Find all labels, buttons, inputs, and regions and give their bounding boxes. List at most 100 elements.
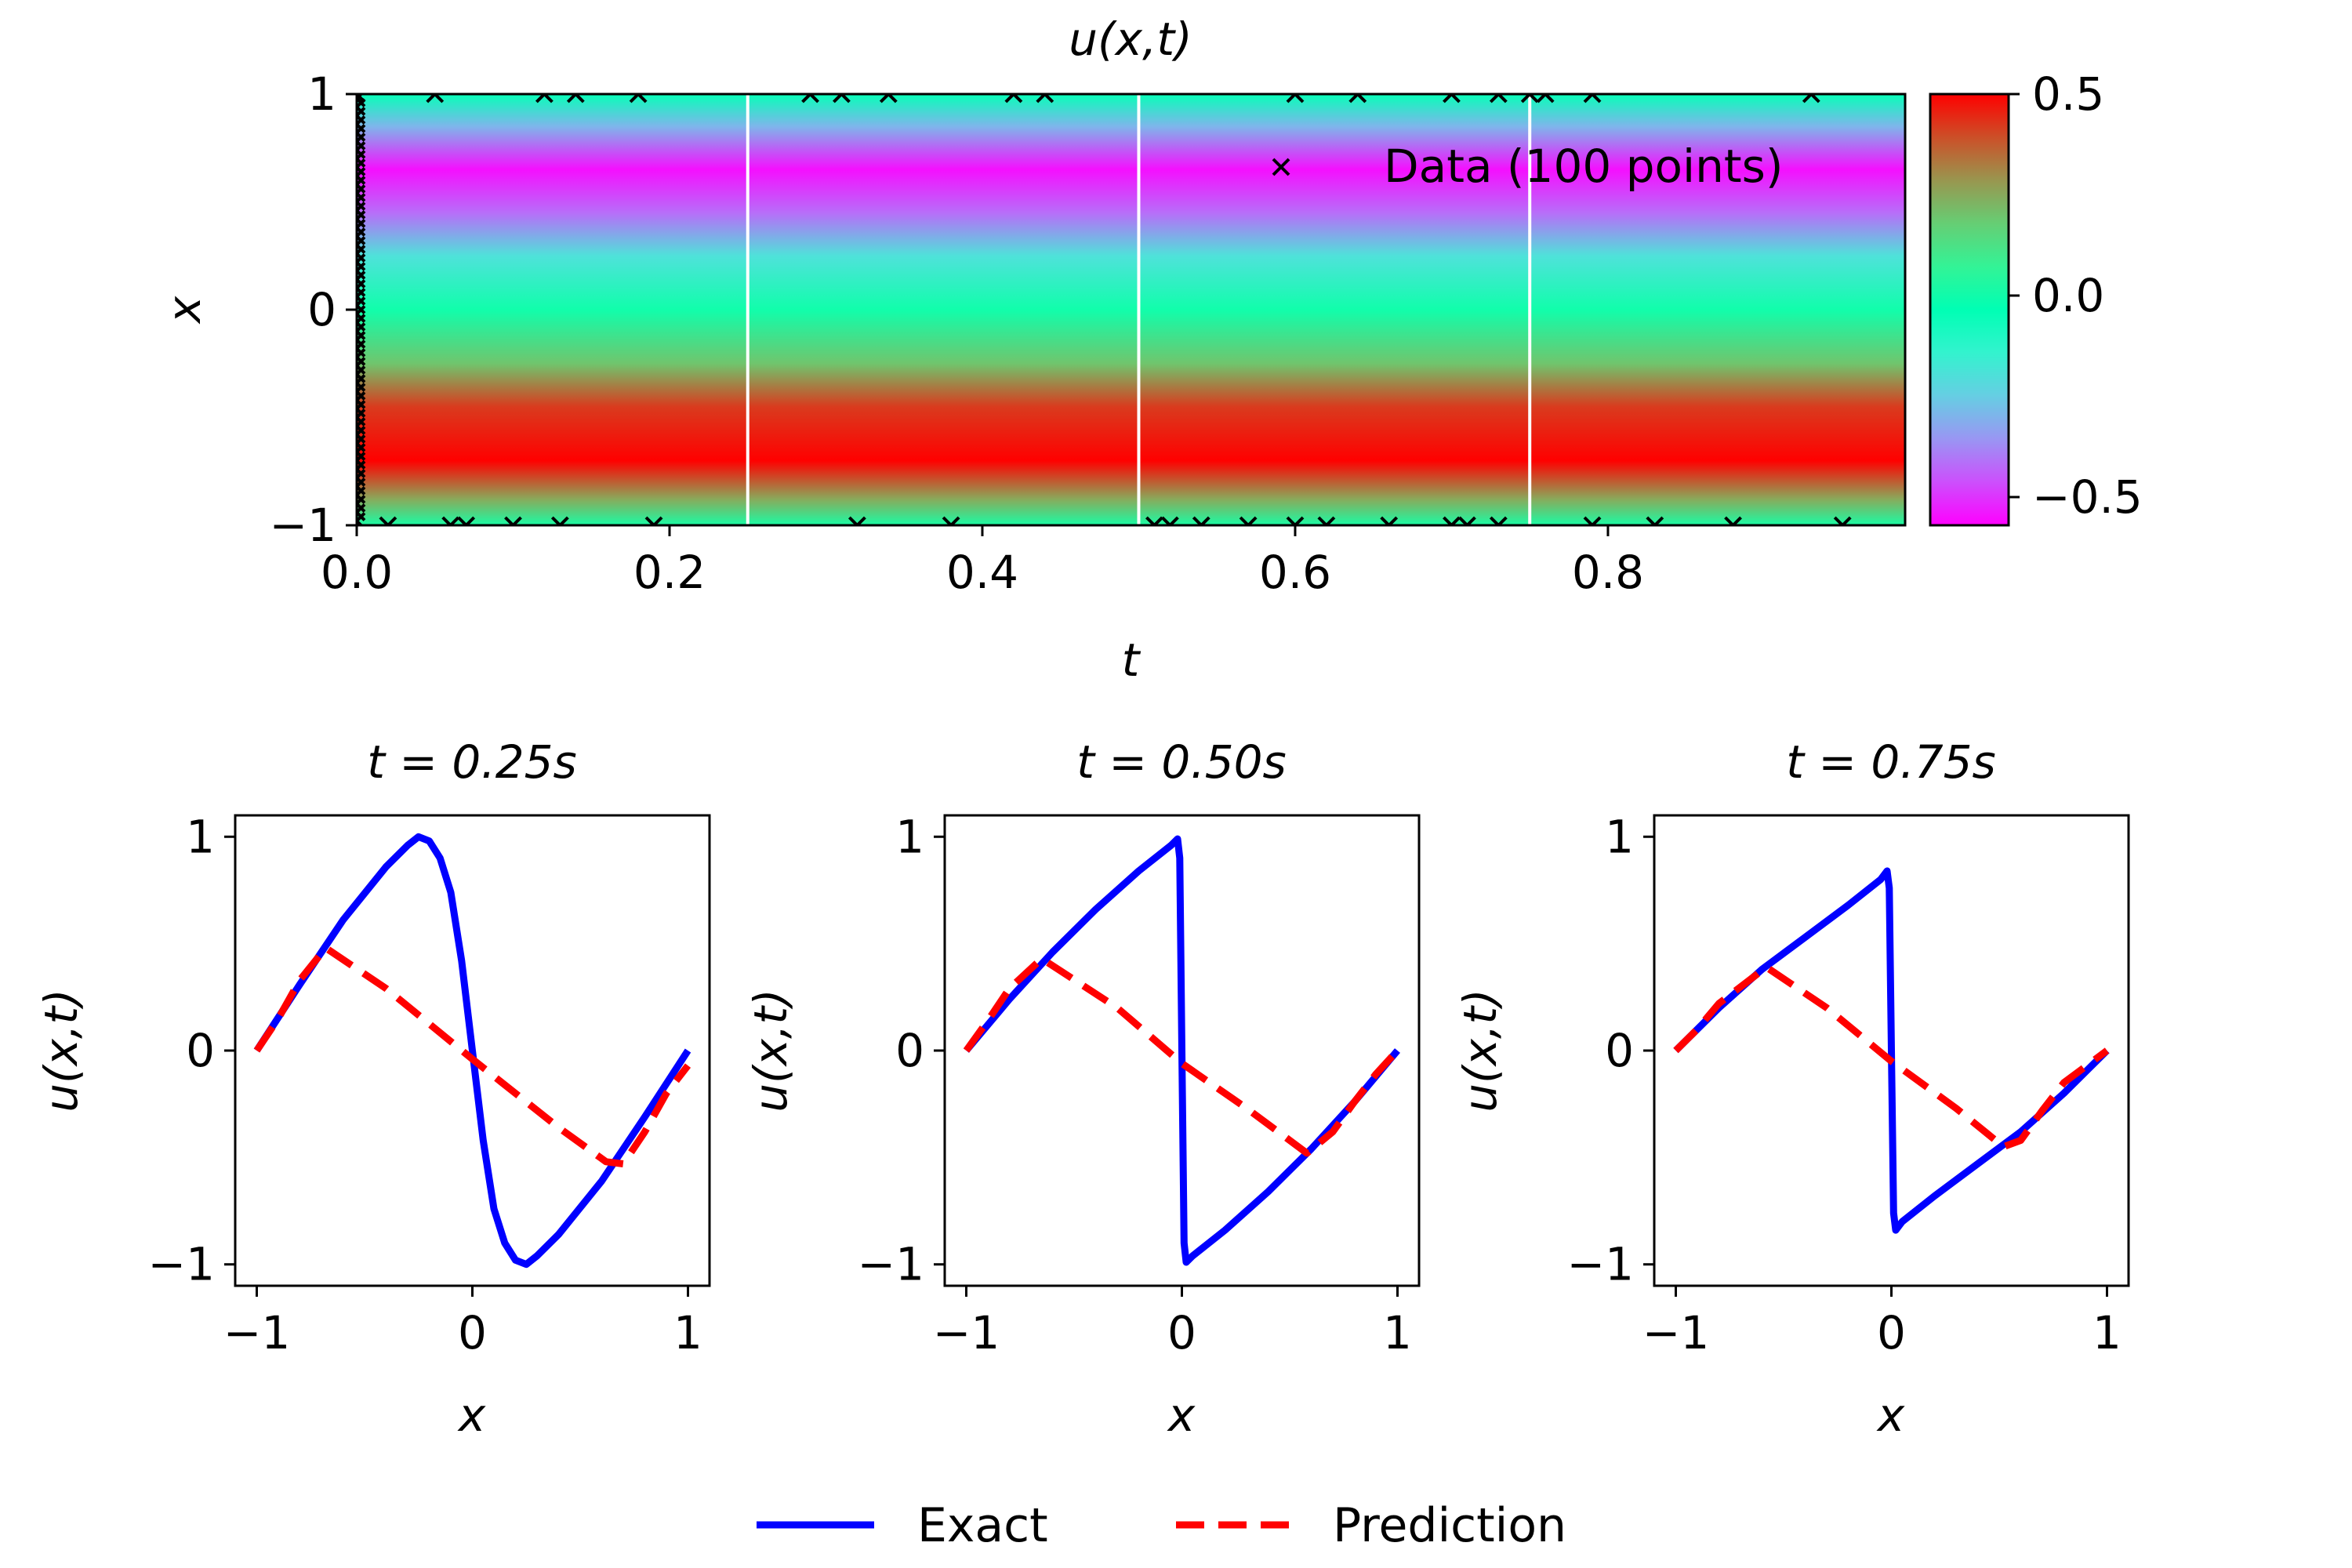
data-point xyxy=(1239,516,1258,525)
heatmap-y-ticks: −1 0 1 xyxy=(270,67,357,552)
data-point xyxy=(833,94,851,103)
series-prediction-line xyxy=(253,944,691,1167)
colorbar-tick-label: 0.5 xyxy=(2032,67,2104,121)
data-point xyxy=(1583,516,1602,525)
time-slice-lines xyxy=(746,94,1532,525)
data-points xyxy=(357,94,1852,525)
panel-3-y-label: u(x,t) xyxy=(1454,989,1507,1112)
y-tick-label: 1 xyxy=(895,810,924,863)
data-point xyxy=(942,516,960,525)
line-panel-2: t = 0.50s −1 0 1 −1 0 1 x u(x,t) xyxy=(744,735,1421,1442)
y-tick-label: 0 xyxy=(1605,1024,1634,1077)
y-tick-label: 1 xyxy=(307,67,336,121)
colorbar xyxy=(1929,93,2010,527)
x-tick-label: 1 xyxy=(1383,1306,1412,1359)
line-panel-3: t = 0.75s −1 0 1 −1 0 1 x u(x,t) xyxy=(1454,735,2130,1442)
series-prediction-line xyxy=(1673,964,2110,1151)
data-point xyxy=(1489,94,1508,103)
colorbar-tick-label: 0.0 xyxy=(2032,269,2104,322)
x-tick-label: 0 xyxy=(1877,1306,1906,1359)
data-point xyxy=(550,516,569,525)
heatmap-legend-label: Data (100 points) xyxy=(1384,140,1783,193)
x-tick-label: −1 xyxy=(1642,1306,1710,1359)
data-point xyxy=(1489,516,1508,525)
series-exact-line xyxy=(964,835,1400,1266)
data-point xyxy=(357,94,366,103)
data-point xyxy=(1833,516,1852,525)
y-tick-label: −1 xyxy=(270,499,337,552)
data-point xyxy=(1802,94,1820,103)
heatmap-x-label: t xyxy=(1122,633,1142,687)
data-point xyxy=(1457,516,1476,525)
panel-2-title: t = 0.50s xyxy=(1076,735,1287,789)
series-exact-line xyxy=(1673,867,2110,1234)
panel-3-title: t = 0.75s xyxy=(1786,735,1996,789)
data-point xyxy=(1348,94,1367,103)
data-point xyxy=(1520,94,1539,103)
data-point xyxy=(1286,94,1305,103)
panel-1-series xyxy=(253,833,691,1269)
data-point xyxy=(566,94,585,103)
panel-2-axes: −1 0 1 −1 0 1 xyxy=(858,810,1412,1359)
panel-3-series xyxy=(1673,867,2110,1234)
y-tick-label: −1 xyxy=(148,1238,216,1291)
series-exact-line xyxy=(253,833,691,1269)
y-tick-label: 1 xyxy=(1605,810,1634,863)
legend-marker-x xyxy=(1272,158,1290,176)
data-point xyxy=(1145,516,1163,525)
data-point xyxy=(457,516,476,525)
data-point xyxy=(1583,94,1602,103)
y-tick-label: −1 xyxy=(1567,1238,1635,1291)
data-point xyxy=(1724,516,1742,525)
heatmap-y-label: x xyxy=(158,296,211,325)
x-tick-label: 0.0 xyxy=(321,546,393,599)
data-point xyxy=(1160,516,1179,525)
colorbar-ticks: −0.5 0.0 0.5 xyxy=(2009,67,2143,524)
heatmap-title: u(x,t) xyxy=(1069,13,1192,66)
x-tick-label: −1 xyxy=(223,1306,291,1359)
panel-1-axes: −1 0 1 −1 0 1 xyxy=(148,810,702,1359)
data-point xyxy=(879,94,898,103)
y-tick-label: −1 xyxy=(858,1238,925,1291)
heatmap-legend: Data (100 points) xyxy=(1272,140,1783,193)
data-point xyxy=(1646,516,1664,525)
x-tick-label: 0.4 xyxy=(946,546,1018,599)
series-prediction-line xyxy=(963,955,1400,1157)
data-point xyxy=(357,94,366,107)
y-tick-label: 0 xyxy=(895,1024,924,1077)
panel-1-y-label: u(x,t) xyxy=(34,989,88,1112)
x-tick-label: 0.8 xyxy=(1572,546,1644,599)
y-tick-label: 0 xyxy=(307,283,336,336)
data-point xyxy=(644,516,663,525)
data-point xyxy=(504,516,522,525)
data-point xyxy=(801,94,819,103)
y-tick-label: 0 xyxy=(186,1024,215,1077)
colorbar-tick-label: −0.5 xyxy=(2032,470,2143,524)
panel-3-x-label: x xyxy=(1876,1388,1905,1442)
x-tick-label: −1 xyxy=(933,1306,1000,1359)
data-point xyxy=(1286,516,1305,525)
y-tick-label: 1 xyxy=(186,810,215,863)
x-tick-label: 0 xyxy=(1167,1306,1196,1359)
panel-3-axes: −1 0 1 −1 0 1 xyxy=(1567,810,2122,1359)
x-tick-label: 0 xyxy=(458,1306,487,1359)
data-point xyxy=(1004,94,1023,103)
data-point xyxy=(426,94,445,103)
data-point xyxy=(1443,94,1461,103)
data-point xyxy=(1380,516,1399,525)
heatmap-panel: u(x,t) 0.0 0.2 0.4 0.6 0.8 −1 0 1 t x Data (10… xyxy=(158,13,2143,687)
x-tick-label: 1 xyxy=(673,1306,702,1359)
panel-2-y-label: u(x,t) xyxy=(744,989,797,1112)
panel-1-x-label: x xyxy=(457,1388,486,1442)
panel-2-x-label: x xyxy=(1167,1388,1196,1442)
x-tick-label: 0.2 xyxy=(633,546,706,599)
legend-exact-label: Exact xyxy=(917,1498,1048,1553)
data-point xyxy=(379,516,397,525)
data-point xyxy=(1192,516,1210,525)
x-tick-label: 0.6 xyxy=(1259,546,1331,599)
x-tick-label: 1 xyxy=(2092,1306,2122,1359)
data-point xyxy=(1443,516,1461,525)
panel-1-title: t = 0.25s xyxy=(367,735,577,789)
line-panel-1: t = 0.25s −1 0 1 −1 0 1 x u(x,t) xyxy=(34,735,711,1442)
